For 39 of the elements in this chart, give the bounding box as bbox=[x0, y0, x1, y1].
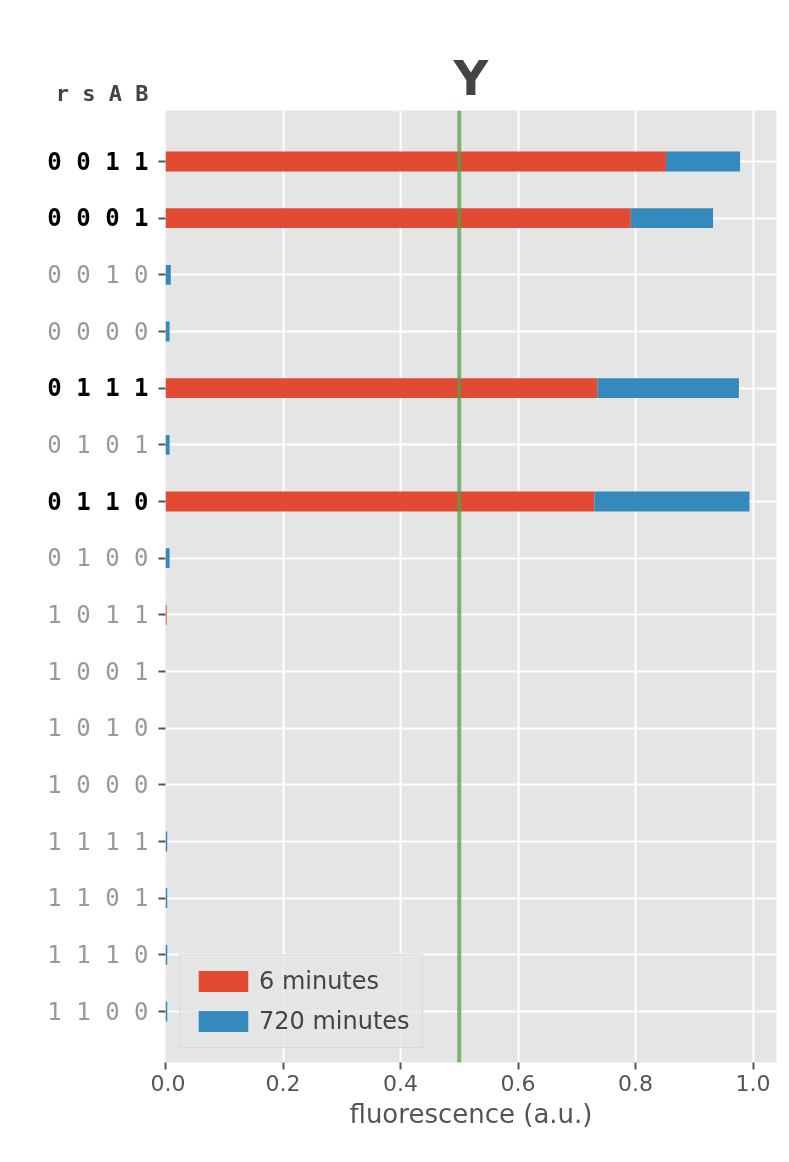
y-tick-label: 0 1 1 0 bbox=[47, 487, 149, 516]
bar bbox=[165, 264, 171, 285]
x-tick-label: 1.0 bbox=[735, 1070, 771, 1096]
bar bbox=[597, 378, 739, 399]
y-tick-label: 0 1 0 0 bbox=[47, 544, 149, 573]
y-tick-label: 1 1 1 1 bbox=[47, 827, 149, 856]
y-tick-label: 1 1 1 0 bbox=[47, 940, 149, 969]
x-tick-label: 0.4 bbox=[383, 1070, 419, 1096]
bar bbox=[165, 491, 595, 512]
bar bbox=[165, 151, 667, 172]
x-tick-label: 0.8 bbox=[618, 1070, 654, 1096]
chart-title: Y bbox=[452, 49, 490, 106]
bar bbox=[666, 151, 741, 172]
y-tick-label: 0 1 1 1 bbox=[47, 374, 149, 403]
y-tick-label: 1 0 0 0 bbox=[47, 770, 149, 799]
legend-label: 720 minutes bbox=[259, 1007, 410, 1035]
y-tick-label: 0 0 0 0 bbox=[47, 317, 149, 346]
y-tick-label: 1 1 0 1 bbox=[47, 884, 149, 913]
x-tick-label: 0.0 bbox=[150, 1070, 186, 1096]
bar bbox=[630, 208, 714, 229]
x-axis-title: fluorescence (a.u.) bbox=[349, 1098, 593, 1129]
bar bbox=[165, 321, 170, 342]
bar bbox=[165, 434, 170, 455]
y-tick-label: 1 1 0 0 bbox=[47, 997, 149, 1026]
y-axis-title: r s A B bbox=[55, 80, 149, 106]
bar bbox=[165, 378, 598, 399]
y-tick-label: 0 0 1 0 bbox=[47, 260, 149, 289]
y-tick-label: 1 0 1 1 bbox=[47, 600, 149, 629]
legend-label: 6 minutes bbox=[259, 967, 380, 995]
bar bbox=[165, 208, 631, 229]
y-tick-label: 1 0 1 0 bbox=[47, 714, 149, 743]
bar bbox=[165, 548, 170, 569]
y-tick-label: 1 0 0 1 bbox=[47, 657, 149, 686]
x-tick-label: 0.6 bbox=[500, 1070, 536, 1096]
y-tick-label: 0 0 0 1 bbox=[47, 204, 149, 233]
y-tick-label: 0 0 1 1 bbox=[47, 147, 149, 176]
x-tick-label: 0.2 bbox=[265, 1070, 301, 1096]
y-tick-label: 0 1 0 1 bbox=[47, 430, 149, 459]
bar bbox=[594, 491, 750, 512]
